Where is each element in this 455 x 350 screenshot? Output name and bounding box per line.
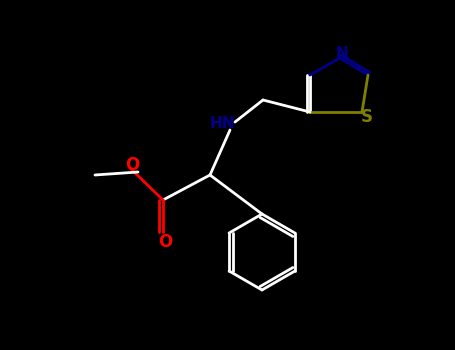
Text: O: O [125, 156, 139, 174]
Text: S: S [361, 108, 373, 126]
Text: HN: HN [209, 117, 235, 132]
Text: N: N [336, 46, 349, 61]
Text: O: O [158, 233, 172, 251]
